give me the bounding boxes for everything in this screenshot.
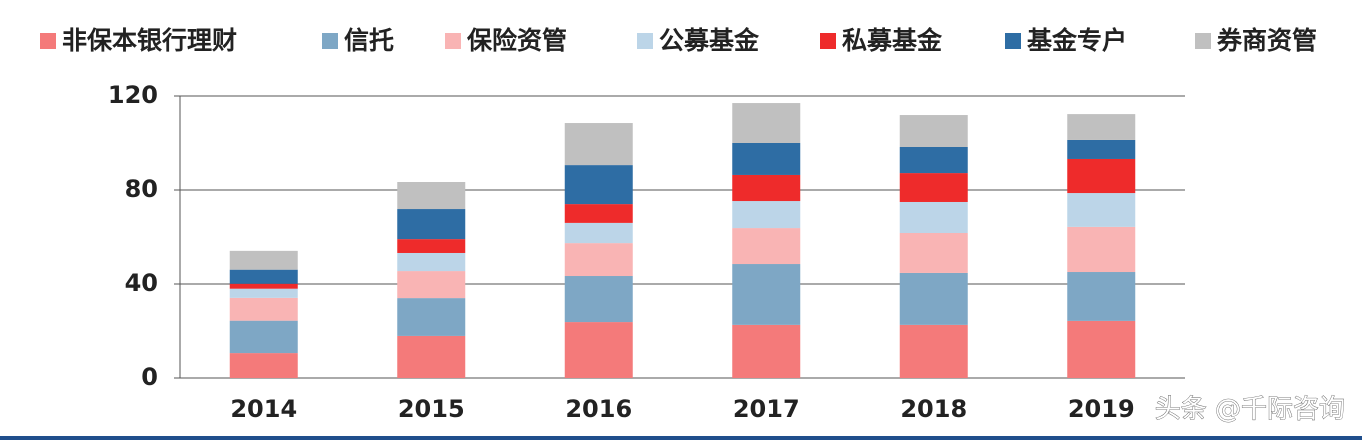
bar-segment	[899, 272, 968, 325]
bar-segment	[899, 324, 968, 378]
watermark: 头条 @千际咨询	[1155, 395, 1345, 425]
legend-swatch	[445, 33, 461, 49]
legend-label: 信托	[344, 26, 394, 55]
bar-segment	[564, 204, 633, 223]
bar-segment	[229, 283, 298, 289]
bar-segment	[732, 324, 801, 378]
bar-segment	[397, 209, 466, 240]
bar-segment	[732, 103, 801, 143]
y-tick-label: 0	[141, 363, 158, 391]
bar-segment	[564, 123, 633, 166]
bar-segment	[732, 228, 801, 265]
x-tick-label: 2019	[1068, 395, 1135, 423]
bar-segment	[397, 298, 466, 336]
x-tick-label: 2016	[565, 395, 632, 423]
legend-label: 公募基金	[659, 26, 760, 55]
bar-segment	[899, 233, 968, 273]
bar-segment	[229, 297, 298, 321]
y-tick-label: 40	[125, 269, 158, 297]
legend-swatch	[637, 33, 653, 49]
bar-segment	[1067, 139, 1136, 159]
bar-segment	[397, 239, 466, 253]
plot: 0 40 80 120 2014 2015 2016 2017 2018 2019 非保本银行理财 信…	[40, 26, 1317, 423]
x-tick-label: 2017	[733, 395, 800, 423]
legend-swatch	[820, 33, 836, 49]
bar-segment	[564, 322, 633, 378]
bar-segment	[229, 320, 298, 354]
legend-swatch	[40, 33, 56, 49]
legend-swatch	[1195, 33, 1211, 49]
y-tick-label: 80	[125, 175, 158, 203]
bar-segment	[564, 165, 633, 205]
x-tick-label: 2015	[398, 395, 465, 423]
bar-segment	[397, 252, 466, 272]
bar-segment	[229, 250, 298, 270]
bar-segment	[397, 335, 466, 378]
bar-segment	[1067, 226, 1136, 273]
legend-swatch	[1005, 33, 1021, 49]
y-tick-label: 120	[108, 81, 158, 109]
bar-segment	[899, 146, 968, 174]
bar-segment	[229, 353, 298, 378]
bar-segment	[899, 115, 968, 147]
bar-segment	[1067, 193, 1136, 227]
legend-label: 保险资管	[466, 26, 567, 55]
x-tick-label: 2014	[230, 395, 297, 423]
bar-segment	[564, 222, 633, 244]
bar-segment	[1067, 320, 1136, 378]
bar-segment	[397, 182, 466, 210]
bar-segment	[1067, 158, 1136, 194]
bar-segment	[899, 173, 968, 202]
bar-segment	[732, 174, 801, 202]
bar-segment	[732, 264, 801, 325]
bar-segment	[397, 271, 466, 299]
legend-label: 基金专户	[1027, 26, 1127, 55]
bar-segment	[732, 143, 801, 175]
bar-segment	[732, 201, 801, 229]
bar-segment	[564, 243, 633, 277]
x-tick-label: 2018	[900, 395, 967, 423]
legend-swatch	[322, 33, 338, 49]
legend-label: 券商资管	[1217, 26, 1317, 55]
legend-label: 非保本银行理财	[62, 26, 237, 55]
bar-segment	[229, 288, 298, 298]
legend-label: 私募基金	[842, 26, 943, 55]
bar-segment	[229, 269, 298, 284]
bar-segment	[564, 276, 633, 323]
bar-segment	[1067, 114, 1136, 140]
bar-segment	[1067, 272, 1136, 321]
bar-segment	[899, 201, 968, 234]
